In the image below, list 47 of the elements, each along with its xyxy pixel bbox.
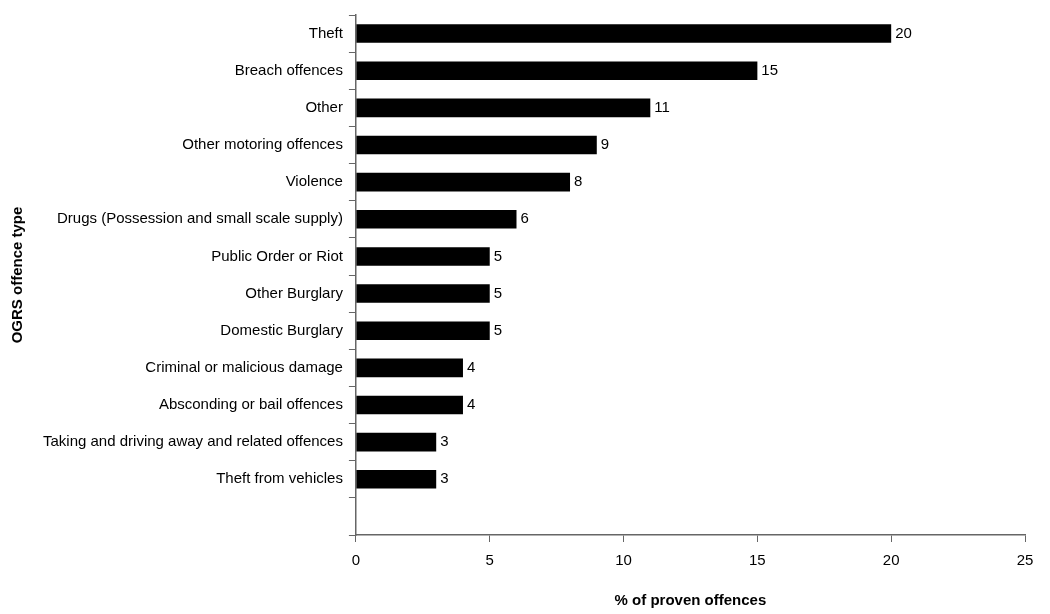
y-tick-label: Theft from vehicles [216, 469, 343, 487]
bar [356, 395, 463, 415]
bar [356, 247, 490, 266]
data-label: 3 [440, 469, 449, 487]
y-tick-label: Criminal or malicious damage [145, 358, 343, 375]
bar [356, 98, 651, 118]
data-label: 15 [761, 60, 779, 78]
y-tick-label: Other motoring offences [182, 135, 343, 153]
bar [356, 172, 571, 192]
x-tick-label: 5 [485, 551, 494, 569]
y-tick-label: Domestic Burglary [220, 320, 344, 338]
data-label: 4 [466, 358, 476, 375]
data-label: 5 [493, 246, 503, 264]
bar [356, 61, 758, 80]
y-tick-label: Absconding or bail offences [158, 395, 343, 413]
bar [356, 284, 490, 303]
x-tick-label: 15 [749, 551, 766, 569]
bar [356, 470, 437, 489]
data-label: 20 [895, 23, 912, 41]
y-tick-label: Public Order or Riot [211, 246, 344, 264]
data-label: 8 [574, 172, 583, 190]
data-label: 3 [440, 432, 449, 450]
y-tick-label: Other Burglary [245, 283, 344, 301]
x-tick-label: 20 [882, 551, 900, 569]
y-tick-label: Violence [285, 172, 343, 190]
y-tick-label: Theft [308, 23, 344, 41]
y-tick-label: Taking and driving away and related offences [43, 432, 343, 450]
y-tick-label: Breach offences [234, 60, 343, 78]
y-axis-title: OGRS offence type [8, 206, 26, 344]
bar [356, 24, 892, 43]
x-tick-label: 25 [1016, 551, 1034, 569]
x-tick-label: 10 [615, 551, 632, 569]
bar [356, 432, 437, 452]
bar [356, 358, 463, 378]
bar [356, 321, 490, 340]
x-axis-title: % of proven offences [614, 591, 767, 609]
data-label: 5 [493, 320, 503, 338]
bar [356, 210, 517, 229]
x-tick-label: 0 [351, 551, 361, 569]
data-label: 4 [466, 395, 476, 413]
data-label: 9 [600, 135, 610, 153]
data-label: 11 [654, 98, 670, 115]
y-tick-label: Drugs (Possession and small scale supply) [56, 209, 343, 227]
data-label: 5 [493, 283, 503, 301]
y-tick-label: Other [305, 98, 343, 115]
data-label: 6 [520, 209, 529, 227]
bar [356, 135, 597, 155]
